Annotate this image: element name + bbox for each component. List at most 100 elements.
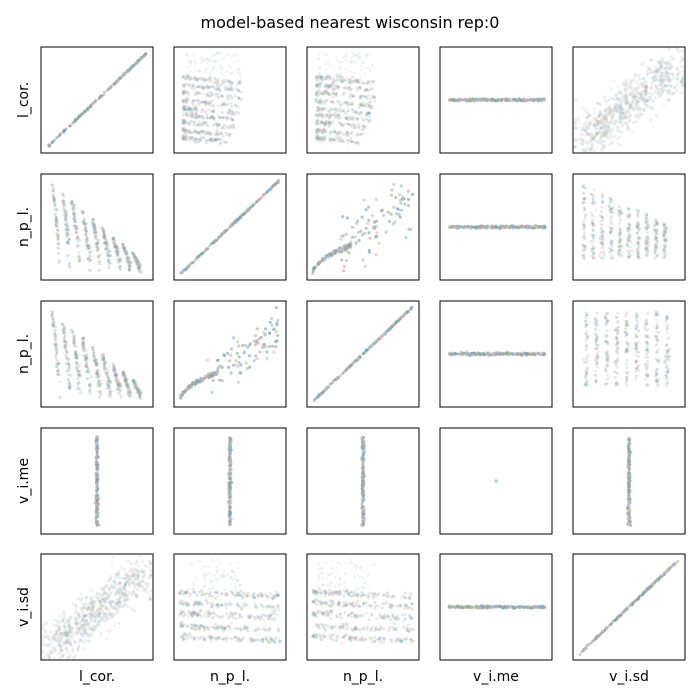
- data-point: [337, 85, 341, 89]
- data-point: [335, 99, 339, 103]
- data-point: [525, 98, 529, 102]
- data-point: [337, 130, 341, 134]
- data-point: [583, 225, 586, 229]
- data-point: [317, 89, 321, 93]
- data-point: [450, 224, 454, 228]
- data-point: [194, 98, 198, 102]
- data-point: [314, 129, 318, 133]
- data-point: [374, 197, 378, 201]
- data-point: [350, 101, 354, 105]
- data-point: [329, 100, 333, 104]
- data-point: [633, 76, 637, 80]
- data-point: [189, 61, 193, 64]
- data-point: [368, 104, 372, 108]
- data-point: [574, 98, 578, 102]
- data-point: [210, 114, 214, 118]
- data-point: [623, 122, 627, 126]
- data-point: [583, 214, 587, 218]
- data-point: [627, 78, 631, 82]
- data-point: [54, 216, 58, 220]
- data-point: [658, 78, 662, 82]
- data-point: [592, 111, 597, 115]
- data-point: [60, 131, 64, 134]
- data-point: [398, 198, 402, 202]
- data-point: [317, 108, 320, 112]
- data-point: [182, 83, 186, 87]
- data-point: [324, 107, 328, 111]
- data-point: [210, 115, 214, 119]
- data-point: [632, 98, 636, 102]
- data-point: [72, 334, 76, 338]
- data-point: [185, 53, 189, 57]
- data-point: [368, 119, 372, 123]
- data-point: [202, 136, 206, 140]
- data-point: [182, 121, 186, 125]
- data-point: [346, 134, 350, 138]
- data-point: [207, 94, 211, 98]
- data-point: [637, 229, 641, 232]
- data-point: [208, 101, 212, 105]
- data-point: [253, 343, 257, 347]
- data-point: [321, 121, 325, 125]
- panel-r1-c3: [306, 46, 420, 154]
- data-point: [336, 78, 339, 82]
- data-point: [331, 91, 335, 95]
- data-point: [181, 91, 185, 95]
- panel-grid: [40, 46, 686, 661]
- data-point: [641, 108, 646, 113]
- data-point: [183, 135, 187, 139]
- data-point: [237, 80, 241, 84]
- data-point: [56, 238, 60, 241]
- panel-r3-c2: [173, 300, 287, 408]
- data-point: [578, 137, 582, 141]
- data-point: [231, 118, 235, 122]
- data-point: [329, 86, 333, 90]
- data-point: [645, 225, 649, 229]
- data-point: [372, 220, 377, 224]
- data-point: [343, 101, 347, 104]
- data-point: [192, 139, 196, 143]
- data-point: [601, 239, 605, 242]
- data-point: [92, 218, 96, 222]
- data-point: [211, 139, 215, 143]
- data-point: [344, 115, 348, 119]
- data-point: [610, 207, 614, 211]
- data-point: [367, 94, 371, 98]
- data-point: [135, 62, 138, 65]
- data-point: [255, 356, 259, 361]
- data-point: [590, 139, 594, 143]
- data-point: [681, 73, 685, 77]
- data-point: [348, 102, 352, 106]
- data-point: [318, 66, 322, 69]
- data-point: [359, 96, 363, 99]
- data-point: [628, 245, 632, 249]
- data-point: [339, 71, 343, 75]
- data-point: [366, 79, 370, 83]
- data-point: [342, 264, 346, 268]
- data-point: [264, 327, 268, 331]
- data-point: [199, 110, 203, 114]
- data-point: [199, 130, 203, 134]
- data-point: [181, 137, 185, 141]
- data-point: [195, 76, 199, 80]
- data-point: [89, 375, 93, 379]
- data-point: [196, 123, 200, 127]
- panel-r2-c4: [439, 173, 553, 281]
- data-point: [320, 120, 324, 124]
- data-point: [208, 100, 212, 104]
- data-point: [620, 124, 624, 128]
- data-point: [365, 113, 369, 117]
- data-point: [85, 376, 89, 380]
- data-point: [643, 89, 647, 93]
- data-point: [336, 131, 340, 135]
- data-point: [193, 116, 197, 119]
- data-point: [206, 94, 210, 98]
- data-point: [199, 129, 203, 133]
- data-point: [508, 226, 511, 229]
- data-point: [602, 144, 606, 148]
- data-point: [618, 117, 622, 121]
- data-point: [231, 111, 235, 115]
- data-point: [608, 105, 612, 109]
- data-point: [196, 130, 200, 134]
- data-point: [77, 251, 81, 254]
